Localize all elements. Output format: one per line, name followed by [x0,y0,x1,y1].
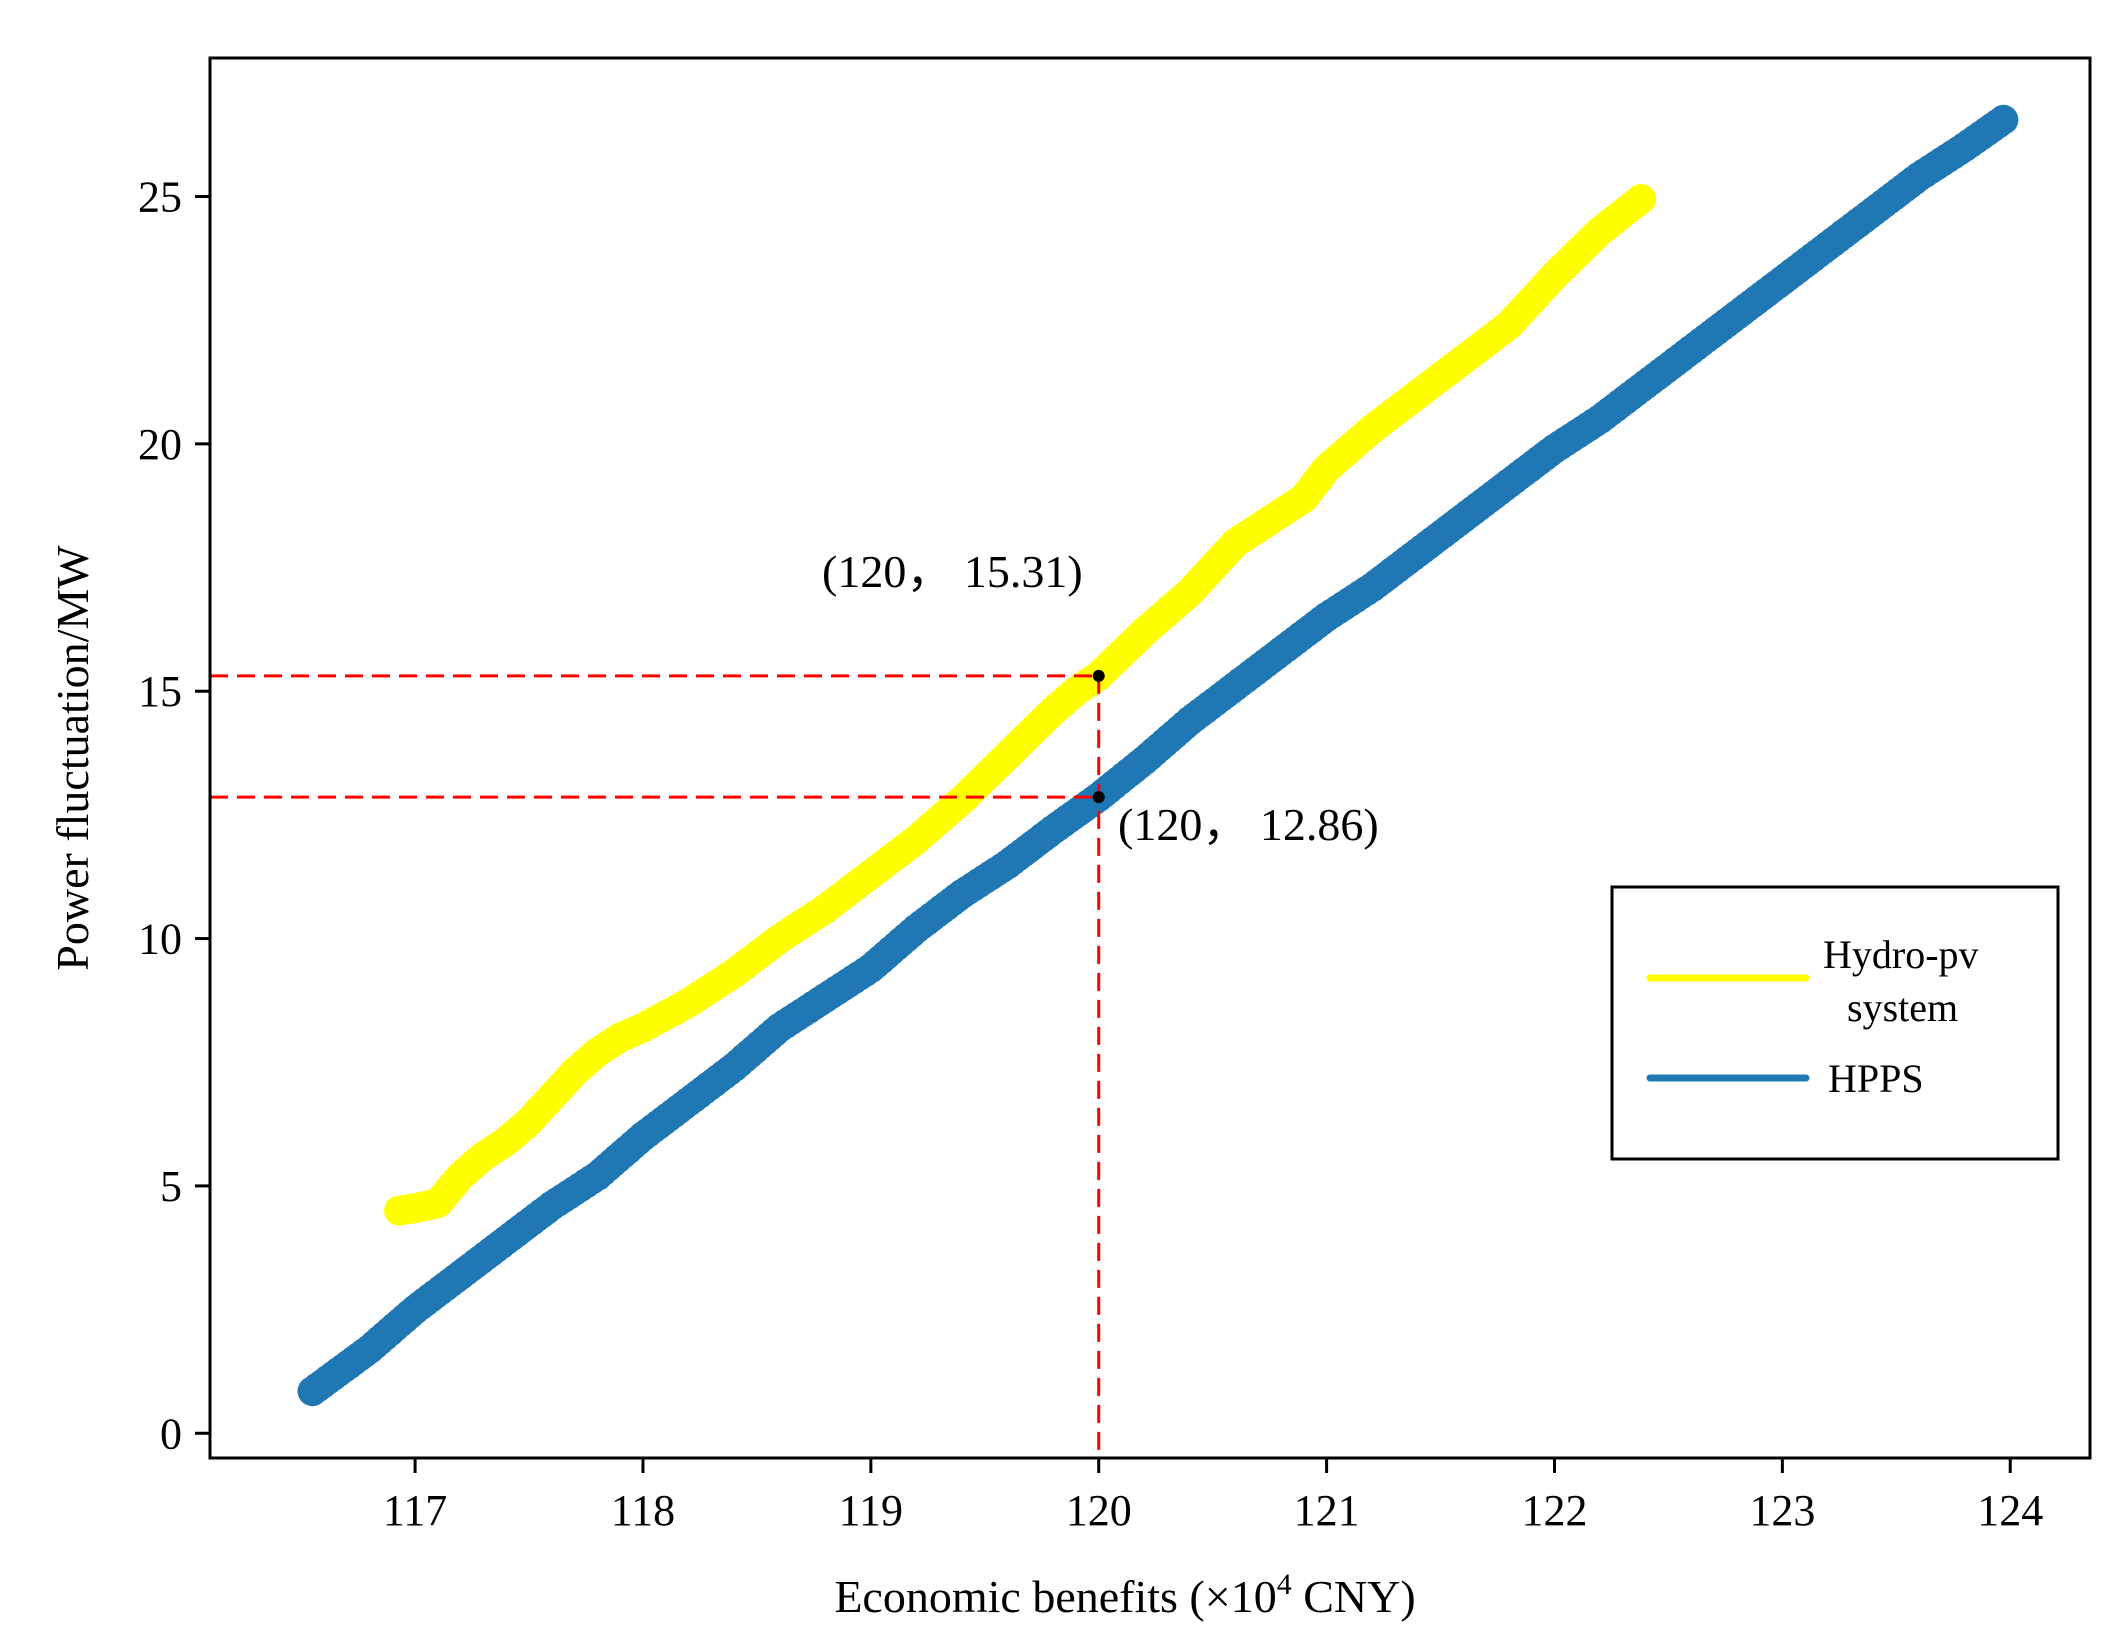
plot-area-frame [208,56,2092,1460]
data-point [1988,104,2019,135]
x-axis-ticks: 117 118 119 120 121 122 123 124 [383,1458,2043,1535]
annotation-label-hpps: (120， 12.86) [1118,799,1379,850]
x-tick-label: 117 [383,1486,447,1535]
series-layer [297,104,2019,1407]
series-hydro-pv-system [384,184,1657,1226]
y-tick-label: 0 [160,1409,182,1458]
legend-label-hydro-pv-line2: system [1847,985,1958,1030]
x-tick-label: 122 [1521,1486,1587,1535]
reference-lines [210,669,1105,1458]
data-point [1626,184,1657,214]
y-tick-label: 20 [138,420,182,469]
legend: Hydro-pv system HPPS [1610,885,2060,1161]
annotation-label-hydro-pv: (120， 15.31) [822,546,1083,597]
y-tick-label: 15 [138,667,182,716]
y-tick-label: 5 [160,1162,182,1211]
legend-frame [1610,885,2060,1161]
x-axis-title: Economic benefits (×104 CNY) [834,1568,1415,1622]
x-tick-label: 120 [1066,1486,1132,1535]
annotation-marker [1092,669,1105,682]
y-tick-label: 10 [138,915,182,964]
y-axis-ticks: 0 5 10 15 20 25 [138,173,210,1458]
x-tick-label: 118 [611,1486,675,1535]
y-axis-title: Power fluctuation/MW [47,545,98,971]
legend-label-hpps: HPPS [1828,1056,1924,1101]
series-hpps [297,104,2019,1407]
legend-label-hydro-pv-line1: Hydro-pv [1823,932,1979,977]
x-tick-label: 119 [839,1486,903,1535]
x-tick-label: 121 [1294,1486,1360,1535]
y-tick-label: 25 [138,173,182,222]
x-tick-label: 124 [1977,1486,2043,1535]
annotation-marker [1092,791,1105,804]
x-tick-label: 123 [1749,1486,1815,1535]
